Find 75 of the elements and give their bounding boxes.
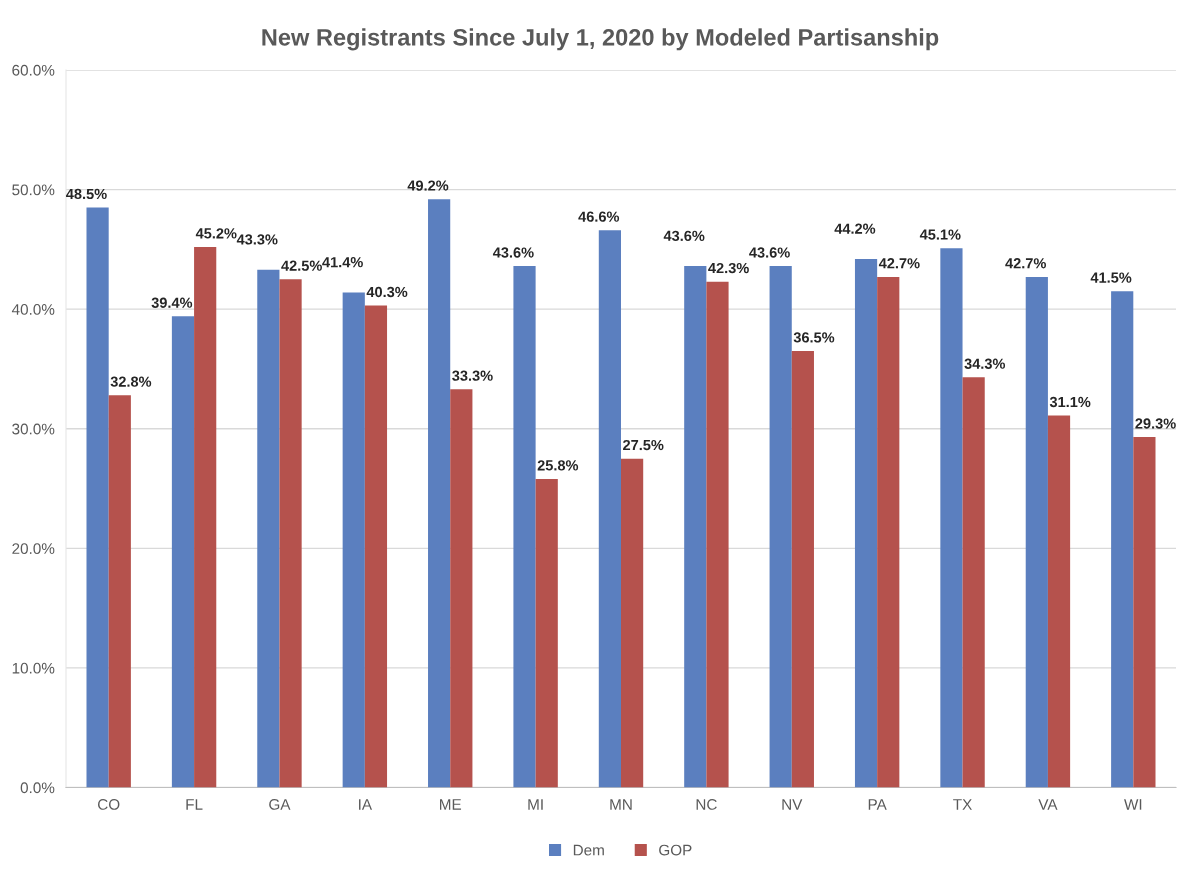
legend-label: Dem — [573, 844, 604, 856]
data-label: 27.5% — [623, 439, 664, 451]
bar — [598, 230, 621, 788]
data-label: 42.5% — [281, 260, 322, 271]
data-label: 42.3% — [708, 262, 749, 274]
bar — [962, 377, 985, 788]
data-label: 41.5% — [1090, 272, 1132, 283]
bar — [257, 269, 280, 788]
bar — [877, 276, 900, 788]
bar — [535, 478, 558, 788]
bar — [342, 292, 365, 788]
x-tick-label: VA — [1038, 799, 1058, 810]
data-label: 46.6% — [578, 211, 620, 222]
bar — [1025, 276, 1048, 788]
x-tick-label: FL — [186, 799, 203, 810]
bar — [171, 316, 195, 788]
y-tick-label: 60.0% — [12, 64, 55, 76]
data-label: 41.4% — [322, 257, 363, 268]
x-tick-label: WI — [1124, 799, 1142, 810]
bar — [769, 266, 792, 788]
x-tick-label: NC — [696, 799, 717, 810]
y-tick-label: 10.0% — [12, 662, 55, 674]
x-tick-label: MI — [528, 799, 543, 810]
data-label: 49.2% — [407, 180, 449, 191]
bar — [86, 207, 109, 788]
data-label: 48.5% — [66, 188, 107, 200]
bar — [854, 258, 878, 788]
x-tick-label: PA — [868, 799, 887, 810]
y-tick-label: 40.0% — [11, 304, 55, 315]
data-label: 42.7% — [1005, 258, 1046, 269]
bar — [194, 246, 217, 788]
bar — [108, 395, 131, 788]
bar — [1111, 291, 1134, 788]
bar — [621, 458, 644, 788]
bar — [279, 279, 302, 788]
bar — [1047, 415, 1071, 788]
chart-title: New Registrants Since July 1, 2020 by Modeled Partisanship — [262, 28, 939, 51]
data-label: 33.3% — [452, 370, 493, 381]
y-tick-label: 30.0% — [12, 423, 55, 435]
data-label: 45.1% — [919, 229, 961, 240]
bar — [364, 305, 388, 788]
data-label: 31.1% — [1049, 396, 1091, 408]
data-label: 25.8% — [537, 460, 579, 471]
data-label: 39.4% — [151, 297, 193, 308]
data-label: 34.3% — [964, 358, 1006, 369]
x-tick-label: ME — [440, 799, 462, 810]
data-label: 44.2% — [834, 223, 876, 234]
x-tick-label: MN — [610, 799, 632, 810]
bar — [706, 281, 729, 788]
bar — [791, 351, 814, 788]
bar — [428, 199, 451, 788]
bar — [513, 266, 536, 788]
data-label: 43.6% — [749, 247, 790, 258]
data-label: 45.2% — [195, 228, 237, 239]
data-label: 43.3% — [236, 234, 278, 245]
data-label: 29.3% — [1135, 418, 1176, 429]
bar — [940, 248, 963, 788]
data-label: 43.6% — [663, 230, 705, 242]
data-label: 36.5% — [793, 332, 835, 343]
y-tick-label: 50.0% — [12, 184, 55, 196]
legend-label: GOP — [659, 844, 692, 856]
x-tick-label: CO — [98, 799, 120, 810]
data-label: 32.8% — [110, 376, 152, 387]
bar — [450, 389, 473, 788]
bar — [1133, 437, 1156, 788]
data-label: 42.7% — [878, 258, 920, 269]
x-tick-label: IA — [359, 799, 373, 810]
x-tick-label: NV — [782, 799, 803, 810]
x-tick-label: TX — [953, 799, 972, 810]
y-tick-label: 20.0% — [12, 543, 55, 555]
y-tick-label: 0.0% — [20, 782, 55, 794]
bar — [684, 266, 707, 788]
data-label: 43.6% — [492, 247, 534, 258]
x-tick-label: GA — [269, 799, 291, 810]
data-label: 40.3% — [366, 286, 408, 298]
